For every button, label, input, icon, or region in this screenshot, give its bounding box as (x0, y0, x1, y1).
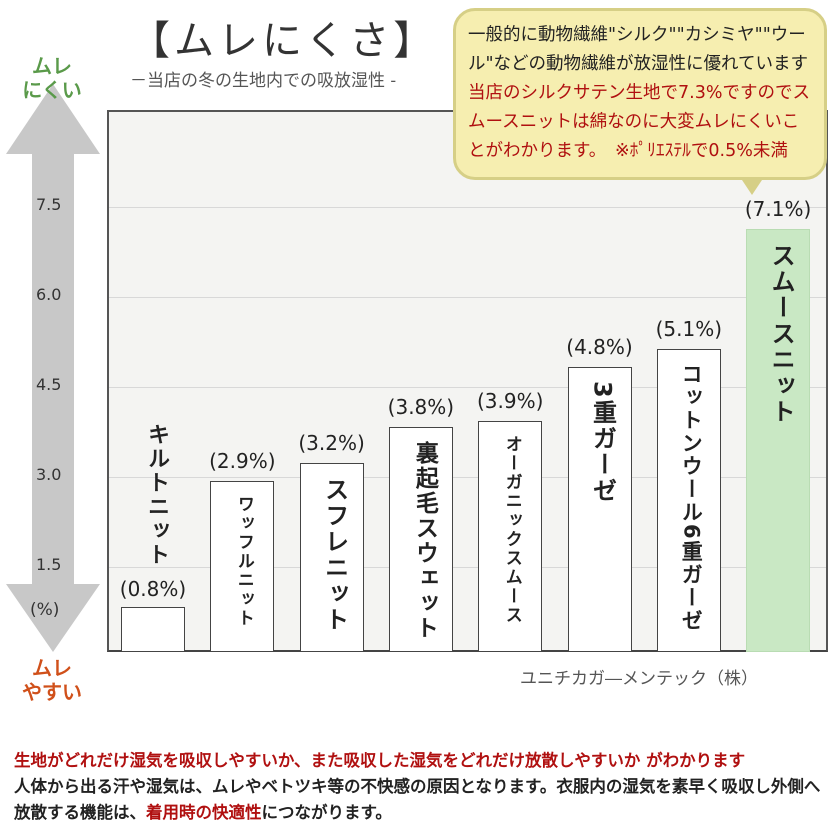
description-line1: 生地がどれだけ湿気を吸収しやすいか、また吸収した湿気をどれだけ放散しやすいか が… (14, 751, 746, 770)
top-label-1: ムレ (32, 54, 72, 78)
bar (210, 481, 275, 652)
gridline (109, 387, 826, 388)
bar (388, 427, 453, 652)
top-label-2: にくい (22, 78, 82, 102)
double-arrow-icon (6, 84, 100, 652)
description-highlight: 着用時の快適性 (146, 803, 262, 822)
gridline (109, 477, 826, 478)
unit-label: (%) (30, 600, 60, 620)
value-label: (3.2%) (298, 431, 365, 455)
bar (567, 367, 632, 652)
less-humid-label: ムレ にくい (22, 54, 82, 102)
gridline (109, 297, 826, 298)
category-label: スムースニット (767, 243, 796, 425)
category-label: 3重ガーゼ (588, 381, 617, 504)
value-label: (3.9%) (476, 389, 544, 413)
callout-text: 一般的に動物繊維"シルク""カシミヤ""ウール"などの動物繊維が放湿性に優れてい… (468, 25, 809, 74)
category-label: 裏起毛スウェット (411, 441, 438, 641)
category-label: スフレニット (320, 477, 349, 633)
value-label: (7.1%) (744, 197, 812, 221)
y-tick-label: 4.5 (36, 375, 62, 394)
bar (478, 421, 543, 652)
callout-note: ※ﾎﾟﾘｴｽﾃﾙで0.5%未満 (597, 141, 788, 161)
value-label: (4.8%) (566, 335, 633, 359)
gridline (109, 207, 826, 208)
subtitle: －当店の冬の生地内での吸放湿性 - (130, 71, 397, 91)
value-label: (2.9%) (209, 449, 276, 473)
gridline (109, 567, 826, 568)
y-tick-label: 6.0 (36, 285, 62, 304)
more-humid-label: ムレ やすい (22, 656, 82, 704)
category-label: キルトニット (144, 423, 169, 567)
bar (299, 463, 364, 652)
callout-tail (740, 177, 764, 195)
category-label: コットンウール6重ガーゼ (679, 363, 704, 633)
category-label: オーガニックスムース (501, 435, 522, 625)
callout-highlight: 当店のシルクサテン生地で7.3%ですのでスムースニットは綿なのに大変ムレにくいこ… (468, 83, 810, 161)
bottom-label-2: やすい (22, 680, 82, 704)
description: 生地がどれだけ湿気を吸収しやすいか、また吸収した湿気をどれだけ放散しやすいか が… (14, 748, 834, 826)
y-tick-label: 7.5 (36, 195, 62, 214)
y-tick-label: 3.0 (36, 465, 62, 484)
bar (121, 607, 185, 652)
value-label: (3.8%) (387, 395, 455, 419)
bar (656, 349, 721, 652)
y-tick-label: 1.5 (36, 555, 62, 574)
bottom-label-1: ムレ (32, 656, 72, 680)
value-label: (0.8%) (119, 577, 187, 601)
source-credit: ユニチカガ―メンテック（株） (520, 669, 758, 689)
value-label: (5.1%) (655, 317, 722, 341)
category-label: ワッフルニット (233, 495, 254, 628)
page-title: 【ムレにくさ】 (130, 18, 438, 64)
callout-bubble: 一般的に動物繊維"シルク""カシミヤ""ウール"などの動物繊維が放湿性に優れてい… (453, 8, 827, 180)
bar (746, 229, 811, 652)
description-end: につながります。 (261, 803, 392, 822)
description-line2: 人体から出る汗や湿気は、ムレやベトツキ等の不快感の原因となります。衣服内の湿気を… (14, 777, 821, 822)
